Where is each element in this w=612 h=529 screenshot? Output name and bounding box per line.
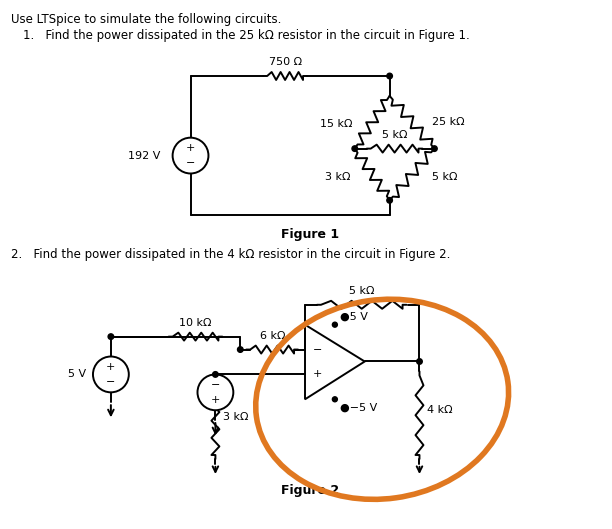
Text: −: − xyxy=(211,380,220,390)
Text: 15 kΩ: 15 kΩ xyxy=(320,119,353,129)
Text: ●−5 V: ●−5 V xyxy=(340,402,377,412)
Text: 5 kΩ: 5 kΩ xyxy=(349,286,375,296)
Circle shape xyxy=(108,334,114,340)
Circle shape xyxy=(173,138,209,174)
Text: Figure 2: Figure 2 xyxy=(281,484,339,497)
Circle shape xyxy=(431,146,437,151)
Text: 1.   Find the power dissipated in the 25 kΩ resistor in the circuit in Figure 1.: 1. Find the power dissipated in the 25 k… xyxy=(23,29,470,42)
Text: +: + xyxy=(313,369,323,379)
Text: 3 kΩ: 3 kΩ xyxy=(223,412,249,422)
Text: −: − xyxy=(106,377,116,387)
Text: +: + xyxy=(106,362,116,372)
Text: +: + xyxy=(211,395,220,405)
Text: −: − xyxy=(186,158,195,168)
Circle shape xyxy=(352,146,357,151)
Circle shape xyxy=(93,357,129,393)
Text: Figure 1: Figure 1 xyxy=(281,228,339,241)
Text: 5 kΩ: 5 kΩ xyxy=(382,130,408,140)
Text: Use LTSpice to simulate the following circuits.: Use LTSpice to simulate the following ci… xyxy=(12,13,282,26)
Text: 3 V: 3 V xyxy=(201,397,220,407)
Text: 6 kΩ: 6 kΩ xyxy=(260,331,285,341)
Circle shape xyxy=(417,359,422,364)
Circle shape xyxy=(332,397,337,402)
Text: 5 V: 5 V xyxy=(68,369,86,379)
Circle shape xyxy=(387,73,392,79)
Circle shape xyxy=(237,347,243,352)
Text: 192 V: 192 V xyxy=(129,151,161,161)
Circle shape xyxy=(198,375,233,410)
Text: ●5 V: ●5 V xyxy=(340,312,368,322)
Text: +: + xyxy=(186,143,195,153)
Text: 2.   Find the power dissipated in the 4 kΩ resistor in the circuit in Figure 2.: 2. Find the power dissipated in the 4 kΩ… xyxy=(12,248,450,261)
Circle shape xyxy=(212,372,218,377)
Text: −: − xyxy=(313,344,323,354)
Circle shape xyxy=(387,197,392,203)
Text: 25 kΩ: 25 kΩ xyxy=(432,117,465,127)
Text: 4 kΩ: 4 kΩ xyxy=(427,405,453,415)
Text: 3 kΩ: 3 kΩ xyxy=(325,172,350,183)
Text: 10 kΩ: 10 kΩ xyxy=(179,318,212,327)
Text: 750 Ω: 750 Ω xyxy=(269,57,302,67)
Circle shape xyxy=(332,322,337,327)
Text: 5 kΩ: 5 kΩ xyxy=(432,172,457,183)
